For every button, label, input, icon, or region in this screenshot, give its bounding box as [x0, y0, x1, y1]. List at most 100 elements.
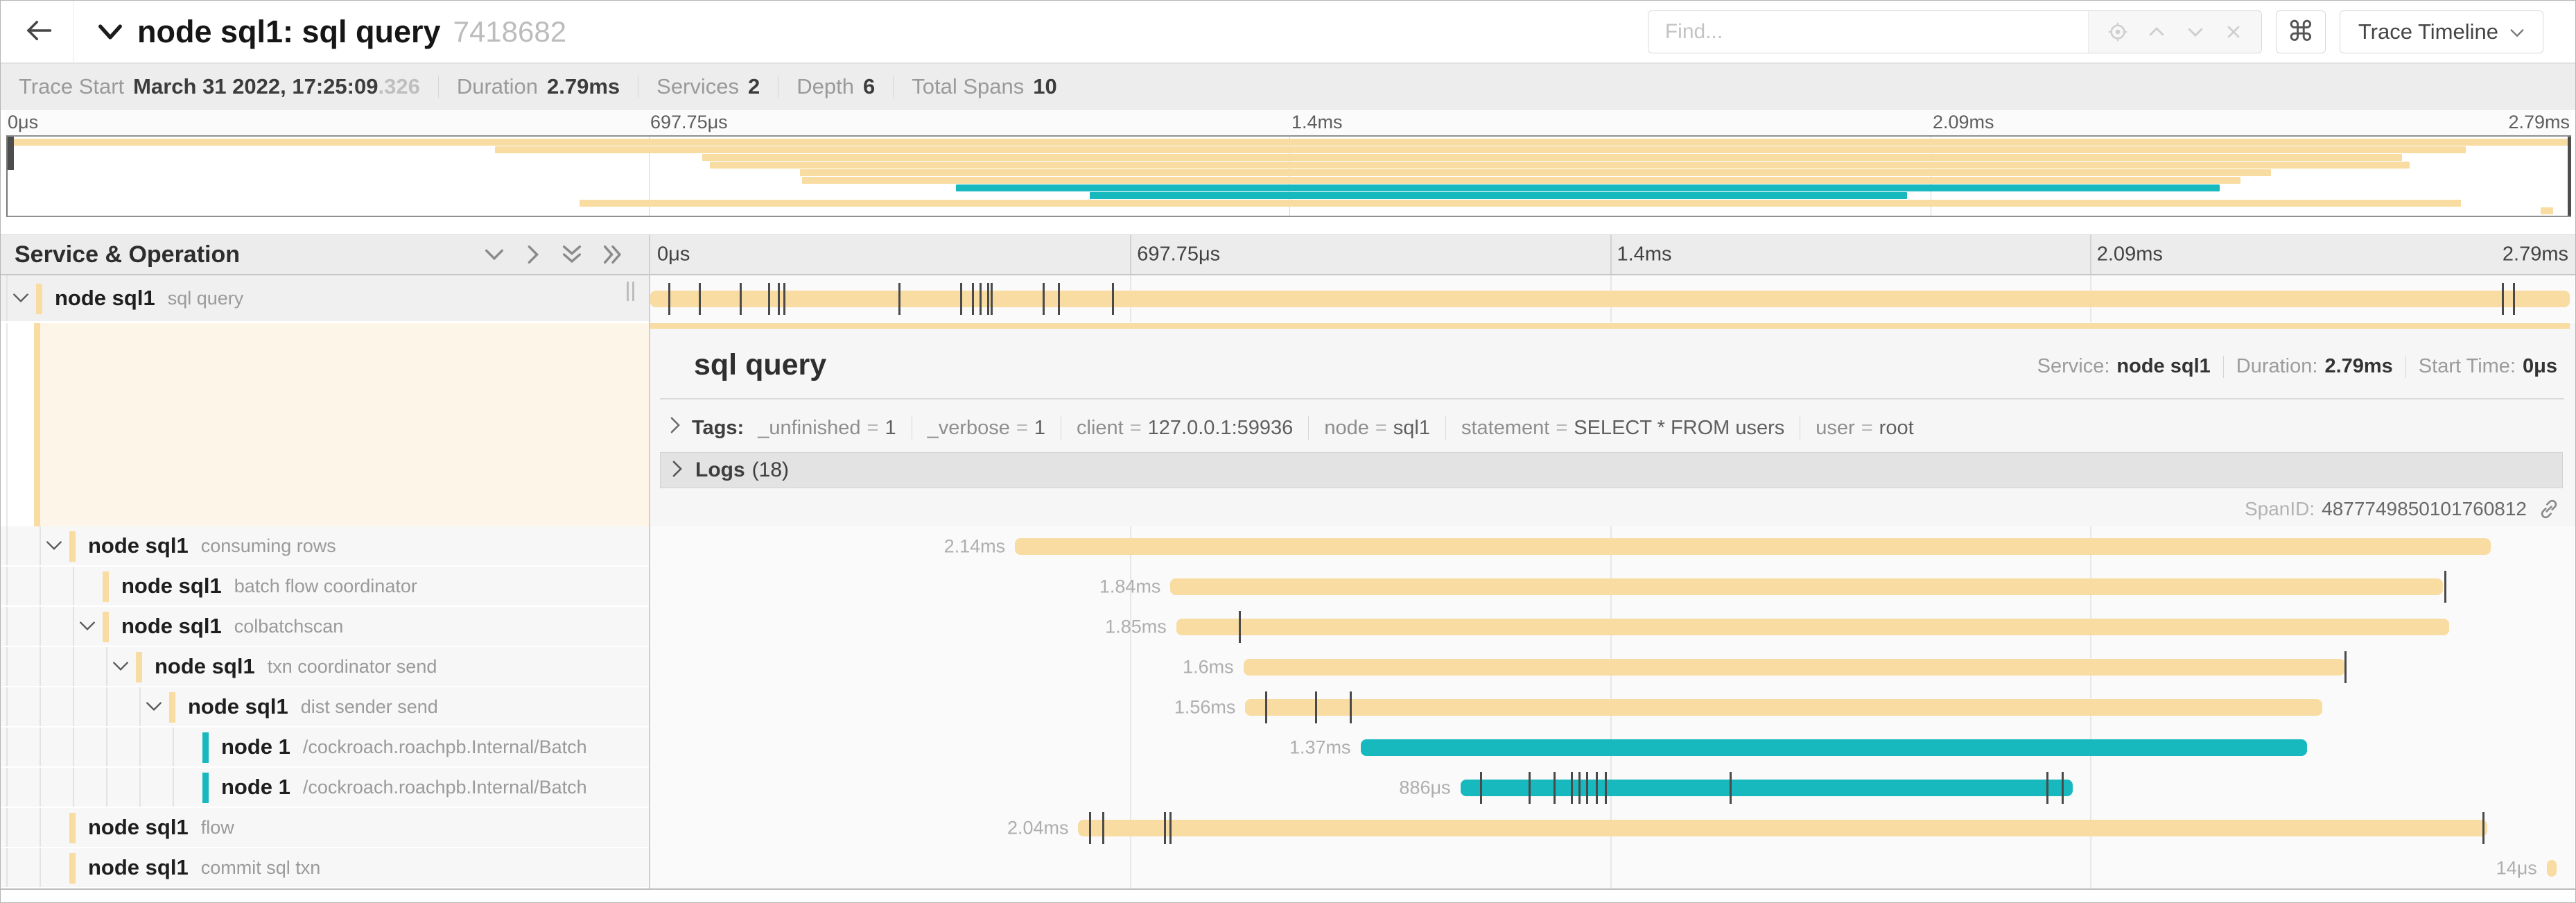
indent-guide: [40, 526, 41, 565]
tree-row-dist-sender-send[interactable]: node sql1 dist sender send: [1, 687, 649, 728]
indent-guide: [73, 768, 74, 807]
tree-row-colbatchscan[interactable]: node sql1 colbatchscan: [1, 607, 649, 647]
tag-key: client: [1077, 416, 1124, 439]
span-bar[interactable]: [1078, 820, 2487, 836]
timeline-row-track: 14μs: [650, 848, 2570, 888]
timeline-gridline: [1130, 848, 1132, 888]
span-bar[interactable]: [650, 291, 2570, 307]
log-tick: [991, 283, 993, 315]
expand-chevron-icon[interactable]: [78, 620, 96, 633]
timeline-row-sql-query[interactable]: [650, 275, 2575, 322]
tree-row-flow[interactable]: node sql1 flow: [1, 808, 649, 848]
tree-row-cockroach-roachpb-internal-batch[interactable]: node 1/cockroach.roachpb.Internal/Batch: [1, 768, 649, 808]
timeline-axis-label: 1.4ms: [1617, 243, 1672, 266]
view-selector-button[interactable]: Trace Timeline: [2339, 10, 2543, 53]
clear-search-icon[interactable]: [2224, 22, 2243, 42]
indent-guide: [73, 567, 74, 605]
span-bar[interactable]: [2546, 860, 2557, 877]
minimap-left-handle[interactable]: [8, 137, 14, 170]
timeline-row-consuming-rows[interactable]: 2.14ms: [650, 526, 2575, 567]
tags-row[interactable]: Tags: _unfinished = 1 _verbose = 1 client = 127.…: [668, 408, 1914, 448]
back-button[interactable]: [19, 12, 58, 51]
log-tick: [768, 283, 771, 315]
expand-chevron-icon[interactable]: [145, 700, 163, 713]
timeline-row-track: 2.14ms: [650, 526, 2570, 567]
tree-row-commit-sql-txn[interactable]: node sql1 commit sql txn: [1, 848, 649, 888]
tag-key: node: [1324, 416, 1369, 439]
tag-value: 1: [885, 416, 896, 439]
collapse-all-icon[interactable]: [560, 243, 584, 266]
expand-one-icon[interactable]: [524, 243, 542, 266]
span-bar[interactable]: [1460, 780, 2073, 796]
timeline-row-flow[interactable]: 2.04ms: [650, 808, 2575, 848]
log-tick: [1102, 812, 1104, 844]
timeline-row-dist-sender-send[interactable]: 1.56ms: [650, 687, 2575, 728]
tree-row-sql-query[interactable]: node sql1 sql query: [1, 275, 649, 322]
minimap-span-bar: [1089, 192, 1908, 199]
span-bar[interactable]: [1243, 659, 2345, 676]
meta-separator: [893, 75, 894, 98]
indent-guide: [106, 728, 107, 766]
trace-metadata: Trace Start March 31 2022, 17:25:09.326 Du…: [1, 63, 2575, 110]
timeline-row-colbatchscan[interactable]: 1.85ms: [650, 607, 2575, 647]
back-arrow-icon: [24, 18, 53, 45]
trace-minimap[interactable]: [6, 135, 2571, 217]
indent-guide: [40, 607, 41, 646]
timeline-gridline: [2089, 768, 2091, 808]
span-detail-panel: sql query Service: node sql1 Duration: 2…: [650, 323, 2575, 526]
overview-axis-label: 697.75μs: [650, 112, 728, 132]
span-operation-name: txn coordinator send: [267, 655, 437, 677]
span-bar[interactable]: [1176, 619, 2449, 635]
collapse-trace-chevron-icon[interactable]: [97, 23, 123, 41]
meta-label: Depth: [797, 74, 854, 98]
panel-divider[interactable]: [649, 234, 650, 888]
timeline-row-track: 1.85ms: [650, 607, 2570, 647]
timeline-row-track: 2.04ms: [650, 808, 2570, 848]
logs-row[interactable]: Logs (18): [660, 452, 2563, 488]
locate-icon[interactable]: [2107, 21, 2129, 43]
expand-chevron-icon[interactable]: [12, 292, 30, 304]
timeline-row-track: 1.37ms: [650, 728, 2570, 768]
collapse-one-icon[interactable]: [482, 246, 506, 264]
view-selector-label: Trace Timeline: [2358, 19, 2498, 44]
find-input[interactable]: [1648, 10, 2088, 53]
logs-count: (18): [751, 458, 790, 481]
timeline-gridline: [1130, 768, 1132, 808]
log-tick: [1585, 772, 1588, 804]
log-tick: [2046, 772, 2049, 804]
timeline-row-commit-sql-txn[interactable]: 14μs: [650, 848, 2575, 888]
tree-row-txn-coordinator-send[interactable]: node sql1 txn coordinator send: [1, 647, 649, 687]
grid-header: Service & Operation 0μs 697.75μs 1.4ms 2.09…: [1, 234, 2575, 275]
span-operation-name: /cockroach.roachpb.Internal/Batch: [302, 736, 587, 757]
next-result-icon[interactable]: [2185, 22, 2206, 42]
span-bar[interactable]: [1015, 538, 2491, 555]
indent-guide: [40, 808, 41, 847]
span-name-group: node 1/cockroach.roachpb.Internal/Batch: [221, 768, 587, 807]
indent-guide: [6, 607, 8, 646]
timeline-row-cockroach-roachpb-internal-batch[interactable]: 886μs: [650, 768, 2575, 808]
expand-chevron-icon[interactable]: [112, 660, 130, 673]
timeline-row-batch-flow-coordinator[interactable]: 1.84ms: [650, 567, 2575, 607]
detail-span-title: sql query: [694, 348, 827, 381]
keyboard-shortcuts-button[interactable]: ⌘: [2275, 10, 2326, 53]
copy-link-icon[interactable]: [2538, 498, 2560, 520]
minimap-right-handle[interactable]: [2568, 137, 2571, 216]
service-value: node sql1: [2116, 355, 2211, 377]
tag-equals: =: [867, 416, 879, 439]
timeline-axis-header: 0μs 697.75μs 1.4ms 2.09ms 2.79ms: [650, 235, 2575, 274]
span-operation-name: /cockroach.roachpb.Internal/Batch: [302, 776, 587, 798]
tree-row-cockroach-roachpb-internal-batch[interactable]: node 1/cockroach.roachpb.Internal/Batch: [1, 728, 649, 768]
tree-row-consuming-rows[interactable]: node sql1 consuming rows: [1, 526, 649, 567]
overview-axis-label: 2.09ms: [1933, 112, 1994, 132]
span-bar[interactable]: [1360, 739, 2307, 756]
log-tick: [1265, 691, 1268, 723]
expand-all-icon[interactable]: [602, 243, 624, 266]
prev-result-icon[interactable]: [2146, 22, 2167, 42]
column-resize-grip[interactable]: [627, 282, 634, 301]
timeline-row-cockroach-roachpb-internal-batch[interactable]: 1.37ms: [650, 728, 2575, 768]
span-bar[interactable]: [1245, 699, 2322, 716]
span-bar[interactable]: [1170, 578, 2444, 595]
expand-chevron-icon[interactable]: [45, 540, 63, 552]
timeline-row-txn-coordinator-send[interactable]: 1.6ms: [650, 647, 2575, 687]
tree-row-batch-flow-coordinator[interactable]: node sql1 batch flow coordinator: [1, 567, 649, 607]
